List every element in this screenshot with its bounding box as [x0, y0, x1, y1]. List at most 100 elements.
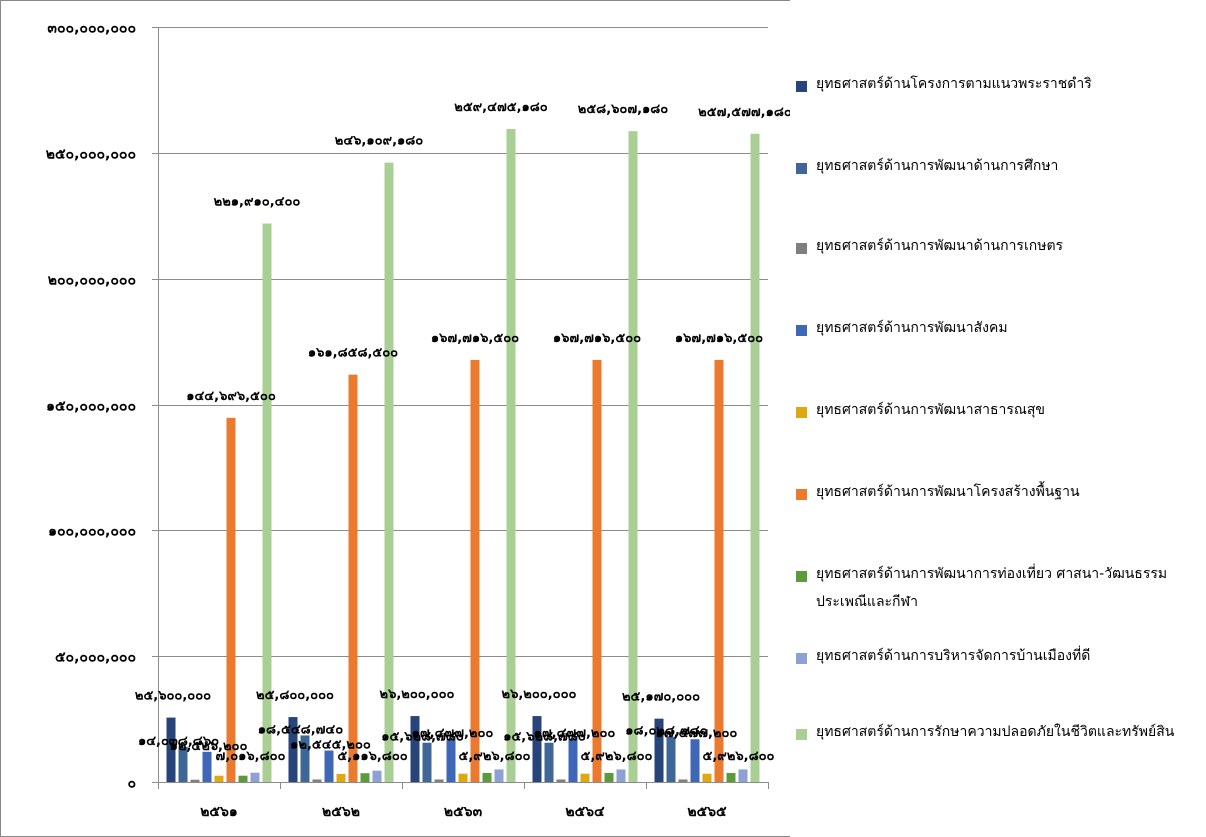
bar [446, 739, 456, 782]
bar [714, 359, 724, 782]
bar [470, 359, 480, 782]
bar [568, 739, 578, 782]
legend-swatch [796, 571, 807, 582]
legend-label: ยุทธศาสตร์ด้านโครงการตามแนวพระราชดำริ [816, 76, 1092, 92]
y-tick-label: ๒๐๐,๐๐๐,๐๐๐ [48, 273, 136, 289]
data-label: ๒๖,๒๐๐,๐๐๐ [502, 687, 577, 702]
data-label: ๒๕๙,๔๗๕,๑๘๐ [454, 100, 548, 115]
x-tick-label: ๒๕๖๕ [687, 804, 727, 820]
data-label: ๑๖๗,๗๑๖,๕๐๐ [675, 331, 763, 346]
x-tick-label: ๒๕๖๔ [565, 804, 605, 820]
bar-chart: ๐ ๕๐,๐๐๐,๐๐๐ ๑๐๐,๐๐๐,๐๐๐ ๑๕๐,๐๐๐,๐๐๐ ๒๐๐,๐๐๐… [0, 0, 790, 837]
data-label: ๒๔๖,๑๐๙,๑๘๐ [335, 134, 424, 149]
bar [580, 773, 590, 782]
data-label: ๑๖๑,๘๕๘,๕๐๐ [308, 346, 398, 361]
bar [434, 779, 444, 782]
legend-label: ยุทธศาสตร์ด้านการพัฒนาด้านการศึกษา [816, 158, 1059, 174]
data-label: ๒๕,๘๐๐,๐๐๐ [256, 688, 334, 703]
legend-item: ยุทธศาสตร์ด้านการพัฒนาด้านการเกษตร [796, 238, 1186, 260]
data-label: ๒๕,๖๐๐,๐๐๐ [135, 689, 211, 704]
data-label: ๑๘,๐๒๘,๗๘๐ [625, 724, 707, 739]
bar [616, 769, 626, 782]
x-tick-label: ๒๕๖๑ [200, 804, 238, 820]
legend-item: ยุทธศาสตร์ด้านการพัฒนาสาธารณสุข [796, 402, 1186, 424]
y-tick-label: ๕๐,๐๐๐,๐๐๐ [55, 650, 136, 666]
data-label: ๑๔๔,๖๙๖,๕๐๐ [186, 389, 276, 404]
legend-label: ยุทธศาสตร์ด้านการพัฒนาสาธารณสุข [816, 402, 1046, 418]
bar [238, 775, 248, 782]
bar [506, 128, 516, 783]
bar [166, 717, 176, 782]
legend-label: ยุทธศาสตร์ด้านการรักษาความปลอดภัยในชีวิต… [816, 724, 1175, 740]
legend-label: ยุทธศาสตร์ด้านการบริหารจัดการบ้านเมืองที… [816, 648, 1091, 664]
chart-border [0, 0, 790, 837]
bar [336, 773, 346, 782]
legend-swatch [796, 325, 807, 336]
legend-item: ยุทธศาสตร์ด้านการพัฒนาด้านการศึกษา [796, 158, 1186, 180]
data-label: ๑๒,๕๔๕,๒๐๐ [290, 738, 371, 753]
legend-swatch [796, 489, 807, 500]
bar [458, 773, 468, 782]
bar [702, 773, 712, 782]
data-label: ๕,๙๒๖,๘๐๐ [459, 749, 531, 764]
bar [532, 716, 542, 782]
bar [250, 772, 260, 782]
bar [312, 779, 322, 782]
legend-swatch [796, 653, 807, 664]
bar [324, 750, 334, 782]
x-tick-label: ๒๕๖๒ [322, 804, 360, 820]
bar [422, 742, 432, 782]
bar [556, 779, 566, 782]
y-tick-label: ๑๕๐,๐๐๐,๐๐๐ [46, 399, 136, 415]
legend-swatch [796, 243, 807, 254]
bar [178, 746, 188, 782]
y-tick-label: ๐ [127, 776, 136, 792]
data-label: ๕,๙๒๖,๘๐๐ [581, 749, 653, 764]
data-label: ๗,๐๑๖,๘๐๐ [216, 749, 286, 764]
data-label: ๑๒,๕๒๖,๒๐๐ [170, 739, 248, 754]
legend-label: ยุทธศาสตร์ด้านการพัฒนาด้านการเกษตร [816, 238, 1064, 254]
legend-item: ยุทธศาสตร์ด้านการบริหารจัดการบ้านเมืองที… [796, 648, 1186, 670]
bar [226, 417, 236, 782]
bar [750, 133, 760, 782]
legend-item: ยุทธศาสตร์ด้านการพัฒนาสังคม [796, 320, 1186, 342]
data-label: ๑๕,๖๒๘,๗๘๐ [503, 730, 586, 745]
legend-item: ยุทธศาสตร์ด้านการรักษาความปลอดภัยในชีวิต… [796, 724, 1186, 746]
bar [666, 736, 676, 782]
data-label: ๑๕,๖๒๘,๗๘๐ [381, 730, 464, 745]
legend-swatch [796, 81, 807, 92]
legend-label: ยุทธศาสตร์ด้านการพัฒนาสังคม [816, 320, 1008, 336]
data-label: ๑๗,๔๗๗,๒๐๐ [534, 726, 616, 741]
bar [214, 775, 224, 782]
data-label: ๑๖๗,๗๑๖,๕๐๐ [431, 331, 519, 346]
bar [654, 718, 664, 782]
legend-item: ยุทธศาสตร์ด้านโครงการตามแนวพระราชดำริ [796, 76, 1186, 98]
data-label: ๑๖๗,๗๑๖,๕๐๐ [553, 331, 641, 346]
legend-swatch [796, 729, 807, 740]
legend-swatch [796, 407, 807, 418]
bar [288, 717, 298, 782]
bar [482, 772, 492, 782]
bar [372, 770, 382, 782]
bar [690, 739, 700, 782]
data-label: ๑๗,๔๗๗,๒๐๐ [412, 726, 494, 741]
data-label: ๑๔,๐๓๘,๘๖๐ [138, 734, 219, 749]
data-label: ๒๕,๑๗๐,๐๐๐ [622, 690, 700, 705]
bar [410, 716, 420, 782]
data-label: ๒๕๘,๖๐๗,๑๘๐ [578, 102, 669, 117]
bar [190, 779, 200, 782]
bar [360, 773, 370, 782]
bar [628, 131, 638, 782]
bar [678, 779, 688, 782]
legend-label: ยุทธศาสตร์ด้านการพัฒนาการท่องเที่ยว ศาสน… [816, 566, 1168, 610]
y-tick-label: ๓๐๐,๐๐๐,๐๐๐ [47, 21, 136, 37]
bar [592, 359, 602, 782]
data-label: ๒๖,๒๐๐,๐๐๐ [380, 687, 455, 702]
bar [494, 769, 504, 782]
legend-item: ยุทธศาสตร์ด้านการพัฒนาโครงสร้างพื้นฐาน [796, 484, 1186, 506]
bar [262, 223, 272, 782]
bar [544, 742, 554, 782]
legend-swatch [796, 163, 807, 174]
y-tick-label: ๑๐๐,๐๐๐,๐๐๐ [48, 524, 136, 540]
